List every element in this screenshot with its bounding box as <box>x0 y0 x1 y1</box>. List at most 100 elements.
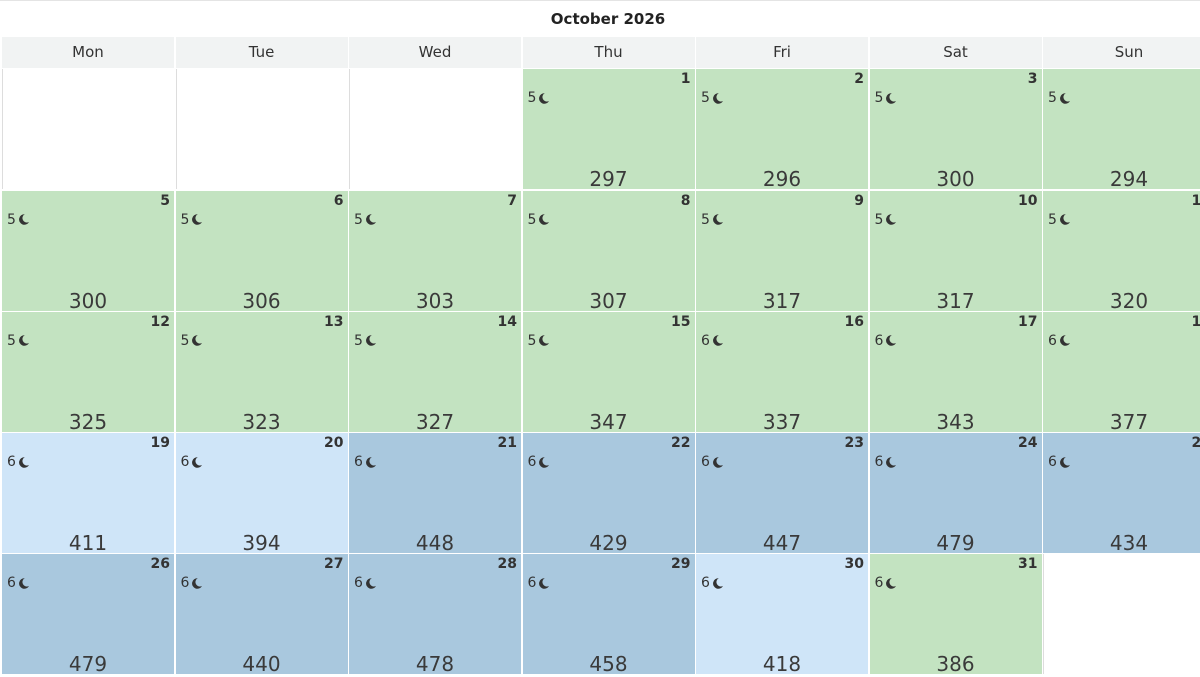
day-cell[interactable]: 6 5 306 <box>175 190 348 313</box>
day-number: 3 <box>1027 71 1038 88</box>
empty-cell <box>2 69 174 190</box>
day-number: 28 <box>497 556 517 573</box>
day-cell[interactable]: 10 5 317 <box>869 190 1042 313</box>
nights: 6 <box>875 454 898 470</box>
day-cell[interactable]: 1 5 297 <box>522 69 695 191</box>
day-cell[interactable]: 2 5 296 <box>696 69 868 191</box>
price: 303 <box>415 288 455 313</box>
week-row: 15297252963530045294 <box>2 69 1200 191</box>
day-number: 22 <box>671 435 691 452</box>
day-cell[interactable]: 16 6 337 <box>696 311 868 434</box>
weekday-label: Sat <box>869 37 1042 68</box>
day-cell[interactable]: 19 6 411 <box>2 433 174 556</box>
price: 478 <box>415 652 455 677</box>
weekday-label: Mon <box>2 37 174 68</box>
price: 337 <box>762 409 802 434</box>
nights-count: 6 <box>701 332 710 349</box>
empty-cell <box>175 69 348 190</box>
moon-icon <box>18 214 29 225</box>
day-number: 7 <box>507 192 517 209</box>
day-number: 11 <box>1192 193 1200 209</box>
day-cell[interactable]: 9 5 317 <box>696 190 868 313</box>
moon-icon <box>886 335 897 347</box>
day-cell[interactable]: 18 6 377 <box>1043 311 1200 434</box>
moon-icon <box>1059 335 1070 347</box>
day-cell[interactable]: 22 6 429 <box>522 433 695 555</box>
nights-count: 5 <box>527 90 537 107</box>
nights: 6 <box>181 575 204 591</box>
day-cell[interactable]: 20 6 394 <box>175 433 348 555</box>
day-cell[interactable]: 27 6 440 <box>175 554 348 676</box>
day-cell[interactable]: 25 6 434 <box>1043 433 1200 556</box>
day-number: 16 <box>844 313 864 330</box>
nights-count: 5 <box>7 332 16 349</box>
day-cell[interactable]: 26 6 479 <box>2 554 174 676</box>
day-cell[interactable]: 45294 <box>1043 69 1200 191</box>
nights-count: 5 <box>354 211 363 228</box>
day-cell[interactable]: 24 6 479 <box>869 433 1042 555</box>
moon-icon <box>886 578 897 589</box>
price: 447 <box>762 531 802 556</box>
nights: 5 <box>528 333 551 349</box>
price: 386 <box>936 652 975 677</box>
nights: 5 <box>875 212 898 228</box>
day-cell[interactable]: 23 6 447 <box>696 433 868 556</box>
day-cell[interactable]: 14 5 327 <box>349 311 521 434</box>
nights: 6 <box>7 454 30 470</box>
price: 377 <box>1109 409 1149 434</box>
nights-count: 5 <box>701 90 710 107</box>
nights: 6 <box>1048 454 1071 470</box>
weekday-label: Sun <box>1043 37 1200 68</box>
week-row: 5530065306753038530795317105317115320 <box>2 190 1200 313</box>
week-row: 19 6 411 20 6 394 21 6 448 22 6 429 23 6 447 24 6 479 25 6 4… <box>2 433 1200 556</box>
nights: 5 <box>701 212 724 228</box>
day-cell[interactable]: 5 5 300 <box>2 190 174 313</box>
day-number: 13 <box>324 313 344 330</box>
nights-count: 6 <box>874 454 884 471</box>
nights-count: 5 <box>874 211 884 228</box>
nights-count: 5 <box>527 332 537 349</box>
moon-icon <box>365 335 376 347</box>
nights: 6 <box>354 454 377 470</box>
day-cell[interactable]: 12 5 325 <box>2 311 174 434</box>
day-number: 9 <box>854 192 864 209</box>
moon-icon <box>192 456 203 468</box>
day-cell[interactable]: 28 6 478 <box>349 554 521 677</box>
price: 323 <box>242 409 281 434</box>
day-cell[interactable]: 17 6 343 <box>869 311 1042 434</box>
day-number: 21 <box>497 435 517 452</box>
day-cell[interactable]: 30 6 418 <box>696 554 868 677</box>
nights: 5 <box>528 212 551 228</box>
day-cell[interactable]: 29 6 458 <box>522 554 695 676</box>
weekday-label: Fri <box>696 37 868 68</box>
price: 411 <box>68 531 108 556</box>
day-cell[interactable]: 21 6 448 <box>349 433 521 555</box>
nights-count: 5 <box>354 332 363 349</box>
week-row: 12 5 325 13 5 323 14 5 327 15 5 347 16 6 337 17 6 343 18 6 3… <box>2 311 1200 434</box>
day-number: 24 <box>1018 435 1038 452</box>
day-number: 20 <box>324 435 344 452</box>
moon-icon <box>712 214 723 225</box>
nights: 5 <box>7 333 30 349</box>
moon-icon <box>365 456 376 468</box>
day-number: 12 <box>150 313 170 330</box>
day-cell[interactable]: 31 6 386 <box>869 554 1042 677</box>
day-cell[interactable]: 15 5 347 <box>522 311 695 434</box>
nights: 5 <box>701 90 724 106</box>
nights-count: 6 <box>701 575 710 592</box>
nights: 6 <box>7 575 30 591</box>
day-cell[interactable]: 8 5 307 <box>522 190 695 313</box>
day-cell[interactable]: 7 5 303 <box>349 190 521 313</box>
day-cell[interactable]: 11 5 320 <box>1043 190 1200 313</box>
moon-icon <box>712 93 723 104</box>
nights-count: 6 <box>527 575 537 592</box>
weekday-header: Mon Tue Wed Thu Fri Sat Sun <box>2 37 1200 68</box>
nights: 5 <box>1048 90 1071 106</box>
day-number: 27 <box>324 556 344 573</box>
day-cell[interactable]: 13 5 323 <box>175 311 348 434</box>
price: 418 <box>762 652 802 677</box>
nights-count: 6 <box>701 454 710 471</box>
price: 306 <box>242 288 281 313</box>
day-cell[interactable]: 3 5 300 <box>869 69 1042 191</box>
price: 434 <box>1109 531 1149 556</box>
